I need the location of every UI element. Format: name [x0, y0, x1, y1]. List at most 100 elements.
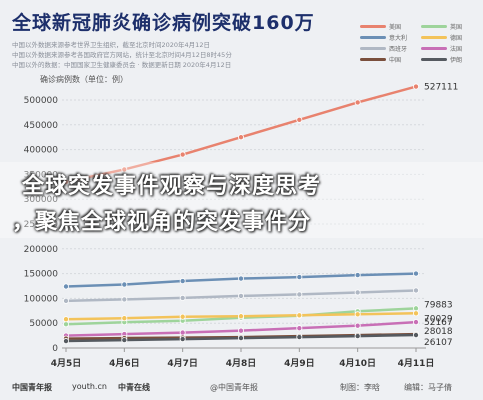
- footer-editor: 编辑：马子倩: [404, 383, 452, 392]
- footer-logo-1: 中国青年报: [12, 383, 52, 392]
- data-point: [179, 313, 186, 320]
- legend-swatch: [360, 58, 386, 61]
- data-point: [63, 283, 70, 290]
- chart-note-1: 中国以外数据来源参考世界卫生组织，截至北京时间2020年4月12日: [12, 41, 210, 49]
- end-value-label: 70029: [424, 314, 453, 324]
- data-point: [63, 321, 70, 328]
- data-point: [296, 325, 303, 332]
- data-point: [63, 178, 70, 185]
- legend-swatch: [360, 47, 386, 50]
- legend-label: 德国: [450, 35, 463, 42]
- end-value-label: 26107: [424, 338, 453, 348]
- x-tick-label: 4月5日: [51, 358, 82, 369]
- legend-label: 伊朗: [450, 57, 463, 64]
- overlay-band: [0, 162, 483, 238]
- legend-label: 英国: [450, 24, 463, 31]
- legend-label: 意大利: [389, 35, 408, 42]
- data-point: [237, 335, 244, 342]
- footer-producer: 制图：李晗: [340, 383, 380, 392]
- data-point: [63, 338, 70, 345]
- y-tick-label: 0: [52, 344, 58, 354]
- legend-item: 西班牙: [360, 44, 417, 53]
- data-point: [296, 291, 303, 298]
- y-tick-label: 350000: [24, 170, 59, 180]
- y-tick-label: 400000: [24, 146, 59, 156]
- chart-note-2: 中国以外数据来源参考各国政府官方网站，统计至北京时间4月12日8时45分: [12, 51, 232, 59]
- data-point: [354, 289, 361, 296]
- y-tick-label: 300000: [24, 195, 59, 205]
- data-point: [121, 315, 128, 322]
- data-point: [179, 329, 186, 336]
- y-tick-label: 50000: [29, 319, 58, 329]
- data-point: [354, 333, 361, 340]
- data-point: [63, 316, 70, 323]
- data-point: [237, 134, 244, 141]
- data-point: [412, 270, 419, 277]
- data-point: [412, 332, 419, 339]
- legend-item: 意大利: [360, 33, 417, 42]
- data-point: [179, 278, 186, 285]
- data-point: [179, 294, 186, 301]
- data-point: [179, 336, 186, 343]
- legend-label: 中国: [389, 57, 402, 64]
- y-tick-label: 150000: [24, 270, 59, 280]
- y-tick-label: 500000: [24, 96, 59, 106]
- overlay-headline-1: 全球突发事件观察与深度思考: [22, 174, 322, 199]
- data-point: [237, 292, 244, 299]
- data-point: [179, 151, 186, 158]
- data-point: [121, 337, 128, 344]
- legend-item: 中国: [360, 55, 417, 64]
- data-point: [63, 297, 70, 304]
- data-point: [354, 272, 361, 279]
- footer-source: @中国青年报: [210, 383, 258, 392]
- end-value-label: 79883: [424, 300, 453, 310]
- data-point: [296, 274, 303, 281]
- footer: 中国青年报 youth.cn 中青在线 @中国青年报 制图：李晗 编辑：马子倩: [0, 374, 483, 400]
- data-point: [412, 319, 419, 326]
- legend-item: 美国: [360, 22, 417, 31]
- y-axis-label: 确诊病例数（单位：例）: [40, 75, 128, 84]
- data-point: [354, 322, 361, 329]
- data-point: [296, 312, 303, 319]
- x-tick-label: 4月10日: [339, 358, 376, 369]
- overlay-headline-2: ，聚焦全球视角的突发事件分: [12, 210, 312, 235]
- legend-swatch: [360, 36, 386, 39]
- data-point: [237, 275, 244, 282]
- data-point: [121, 281, 128, 288]
- data-point: [296, 334, 303, 341]
- chart-note-3: 中国以外的数据：中国国家卫生健康委员会 · 数据更新日期 2020年4月12日: [12, 61, 232, 69]
- legend-swatch: [360, 25, 386, 28]
- y-tick-label: 100000: [24, 294, 59, 304]
- x-tick-label: 4月11日: [398, 358, 435, 369]
- legend-swatch: [421, 25, 447, 28]
- y-tick-label: 200000: [24, 245, 59, 255]
- footer-logo-3: 中青在线: [118, 383, 150, 392]
- end-value-label: 28018: [424, 327, 453, 337]
- legend-label: 法国: [450, 46, 463, 53]
- data-point: [412, 310, 419, 317]
- legend-item: 伊朗: [421, 55, 478, 64]
- data-point: [354, 311, 361, 318]
- y-tick-label: 250000: [24, 220, 59, 230]
- data-point: [237, 327, 244, 334]
- legend-item: 德国: [421, 33, 478, 42]
- x-tick-label: 4月9日: [284, 358, 315, 369]
- legend-label: 美国: [389, 24, 402, 31]
- legend-swatch: [421, 47, 447, 50]
- data-point: [296, 116, 303, 123]
- legend-swatch: [421, 58, 447, 61]
- y-tick-label: 450000: [24, 121, 59, 131]
- legend-item: 英国: [421, 22, 478, 31]
- data-point: [354, 99, 361, 106]
- chart-legend: 美国 英国意大利 德国西班牙 法国中国 伊朗: [360, 22, 478, 64]
- x-tick-label: 4月8日: [226, 358, 257, 369]
- legend-item: 法国: [421, 44, 478, 53]
- x-tick-label: 4月7日: [167, 358, 198, 369]
- data-point: [412, 83, 419, 90]
- data-point: [412, 287, 419, 294]
- chart-title: 全球新冠肺炎确诊病例突破160万: [12, 12, 315, 34]
- footer-logo-2: youth.cn: [72, 382, 107, 391]
- legend-label: 西班牙: [389, 46, 408, 53]
